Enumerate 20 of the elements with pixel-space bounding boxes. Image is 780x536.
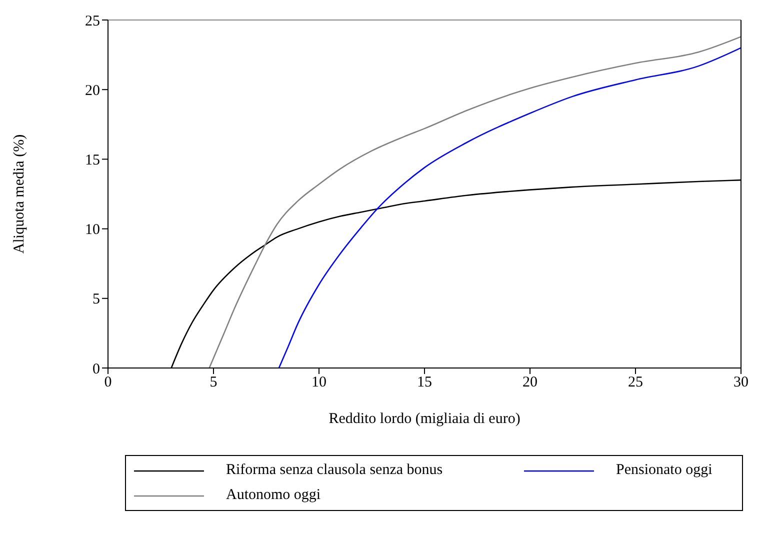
x-tick-label: 0	[104, 374, 112, 391]
y-tick-label: 15	[85, 152, 100, 169]
legend-label: Autonomo oggi	[226, 487, 321, 504]
x-tick-label: 20	[522, 374, 538, 391]
y-tick-label: 0	[92, 361, 100, 378]
x-axis-title: Reddito lordo (migliaia di euro)	[328, 411, 520, 427]
x-tick-label: 30	[734, 374, 748, 391]
x-tick-label: 10	[312, 374, 326, 391]
y-tick-label: 10	[85, 222, 100, 238]
y-axis-title: Aliquota media (%)	[11, 134, 28, 254]
x-tick-label: 5	[210, 374, 218, 391]
x-tick-label: 15	[417, 374, 432, 391]
y-tick-label: 25	[85, 13, 100, 30]
y-tick-label: 20	[85, 82, 100, 99]
line-series	[208, 36, 741, 368]
legend-label: Riforma senza clausola senza bonus	[226, 462, 443, 479]
y-tick-label: 5	[92, 292, 100, 308]
line-series	[278, 47, 741, 368]
legend-label: Pensionato oggi	[616, 462, 712, 479]
x-tick-label: 25	[628, 374, 643, 391]
